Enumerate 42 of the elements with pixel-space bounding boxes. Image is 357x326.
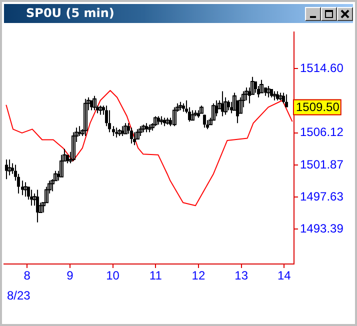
candlestick — [92, 95, 96, 111]
candlestick — [254, 80, 257, 94]
candlestick — [285, 94, 288, 108]
candlestick — [98, 105, 102, 116]
text: 8/23 — [7, 288, 31, 302]
x-tick-label: 10 — [106, 268, 120, 283]
x-tick-label: 12 — [192, 268, 206, 283]
candlestick — [8, 158, 12, 176]
y-tick-label: 1497.63 — [300, 189, 344, 204]
candlestick — [138, 126, 142, 136]
candlestick — [260, 79, 264, 94]
candlestick — [84, 98, 88, 136]
candlestick — [130, 127, 133, 144]
y-tick-label: 1514.60 — [300, 60, 344, 75]
x-tick-label: 14 — [277, 268, 292, 283]
candlestick — [190, 110, 194, 121]
candlestick — [172, 106, 176, 127]
y-tick-label: 1501.87 — [300, 157, 344, 172]
text: 1509.50 — [296, 100, 340, 114]
x-tick-label: 13 — [234, 268, 248, 283]
candlestick — [24, 182, 28, 198]
candlestick — [108, 110, 111, 133]
y-tick-label: 1493.39 — [300, 222, 344, 236]
candlestick — [227, 100, 230, 111]
candlestick — [36, 189, 39, 223]
candlestick — [272, 90, 276, 101]
candlestick — [124, 122, 128, 134]
y-tick-label: 1506.12 — [300, 125, 344, 140]
candlestick — [282, 92, 285, 104]
candlestick — [21, 180, 24, 196]
x-tick-label: 9 — [66, 268, 74, 283]
candlestick — [133, 132, 136, 146]
candlestick — [112, 126, 115, 136]
candlestick — [215, 100, 218, 117]
candlestick — [212, 102, 216, 121]
candlestick — [266, 85, 270, 98]
chart-title: SP0U (5 min) — [26, 6, 114, 20]
x-tick-label: 11 — [149, 268, 162, 283]
candlestick — [60, 154, 64, 178]
candlestick — [72, 132, 76, 162]
candlestick — [154, 116, 158, 127]
x-tick-label: 8 — [24, 268, 31, 283]
